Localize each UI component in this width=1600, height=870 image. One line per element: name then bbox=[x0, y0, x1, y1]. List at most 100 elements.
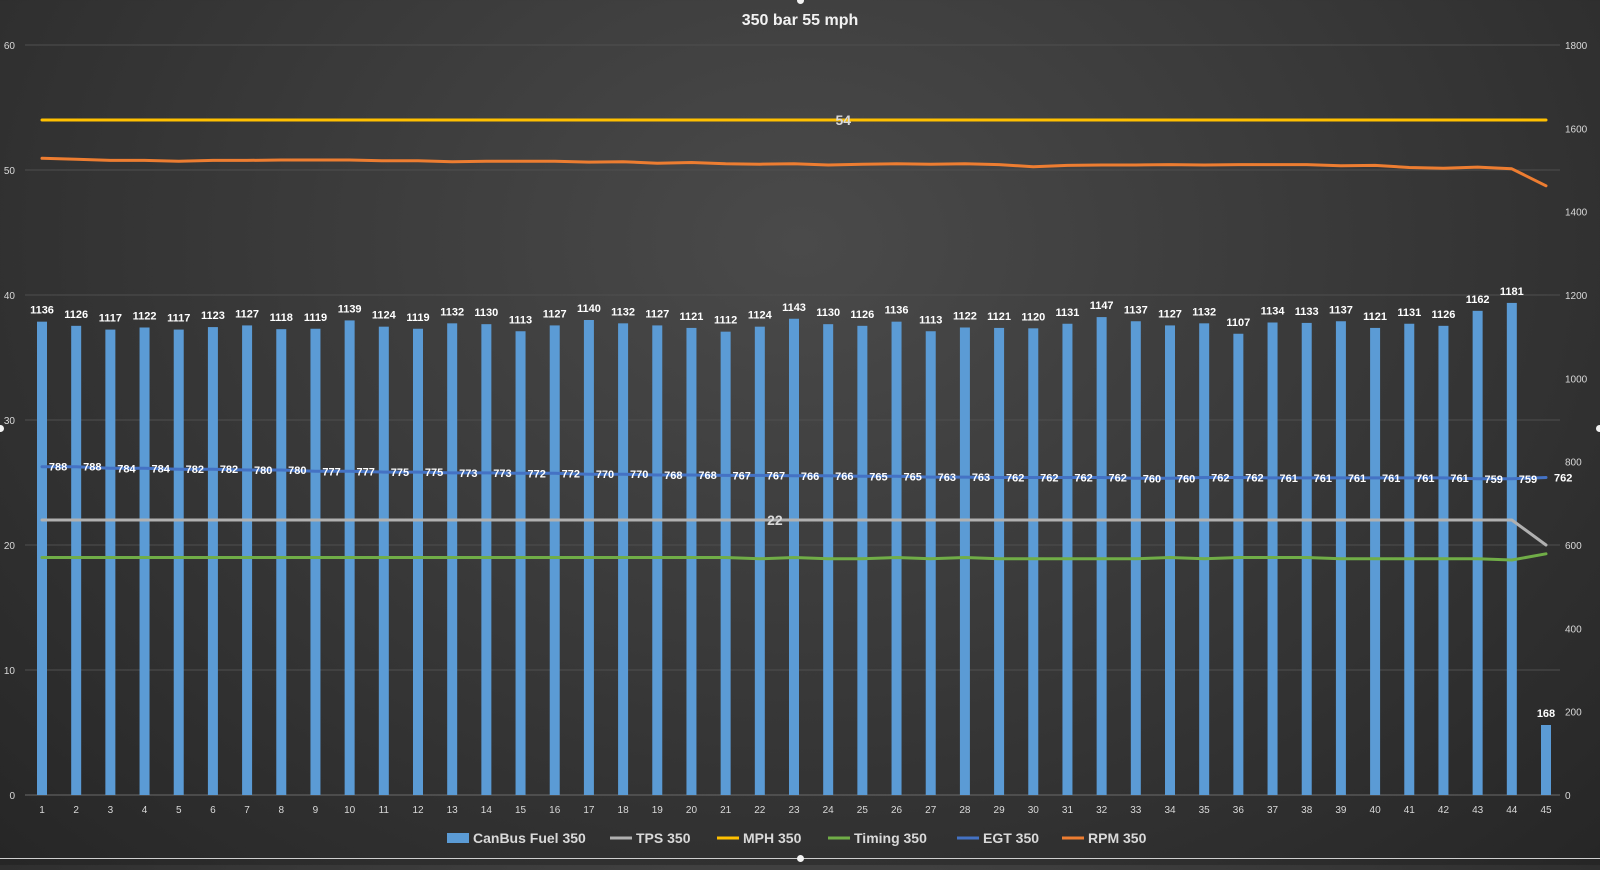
data-label: 1140 bbox=[577, 303, 601, 315]
data-label: 1120 bbox=[1021, 311, 1045, 323]
x-axis-tick-label: 16 bbox=[549, 805, 561, 816]
left-axis-tick-label: 10 bbox=[4, 666, 16, 677]
chart-title: 350 bar 55 mph bbox=[742, 12, 859, 29]
bar bbox=[959, 327, 970, 795]
data-label: 1147 bbox=[1090, 300, 1114, 312]
data-label: 1124 bbox=[372, 310, 397, 322]
x-axis-tick-label: 39 bbox=[1335, 805, 1347, 816]
bar bbox=[857, 325, 868, 795]
data-label: 1113 bbox=[509, 314, 532, 326]
left-axis-tick-label: 30 bbox=[4, 416, 16, 427]
x-axis-tick-label: 17 bbox=[583, 805, 595, 816]
bar bbox=[139, 327, 150, 795]
data-label: 761 bbox=[1348, 473, 1366, 485]
x-axis-tick-label: 1 bbox=[39, 805, 45, 816]
right-axis-tick-label: 1200 bbox=[1565, 291, 1588, 302]
legend-swatch bbox=[447, 833, 469, 843]
x-axis-tick-label: 23 bbox=[788, 805, 800, 816]
x-axis-tick-label: 14 bbox=[481, 805, 493, 816]
data-label: 762 bbox=[1040, 473, 1058, 485]
data-label: 1132 bbox=[440, 306, 464, 318]
resize-handle-left[interactable] bbox=[0, 425, 4, 432]
data-label: 777 bbox=[357, 466, 375, 478]
data-label: 780 bbox=[254, 465, 272, 477]
data-label: 768 bbox=[698, 470, 716, 482]
right-axis-tick-label: 800 bbox=[1565, 458, 1582, 469]
x-axis-tick-label: 12 bbox=[412, 805, 424, 816]
bar bbox=[754, 326, 765, 795]
bar bbox=[994, 327, 1005, 795]
x-axis-tick-label: 32 bbox=[1096, 805, 1108, 816]
data-label: 767 bbox=[733, 470, 751, 482]
bar bbox=[1096, 317, 1107, 795]
bar bbox=[1506, 302, 1517, 795]
x-axis-tick-label: 44 bbox=[1506, 805, 1518, 816]
bar bbox=[413, 328, 423, 795]
x-axis-tick-label: 45 bbox=[1540, 805, 1552, 816]
data-label: 766 bbox=[801, 471, 819, 483]
data-label: 762 bbox=[1074, 473, 1092, 485]
x-axis-tick-label: 30 bbox=[1028, 805, 1040, 816]
data-label: 168 bbox=[1537, 708, 1555, 720]
right-axis-tick-label: 1600 bbox=[1565, 124, 1588, 135]
bar bbox=[481, 324, 492, 795]
right-axis-tick-label: 0 bbox=[1565, 791, 1571, 802]
right-axis-tick-label: 200 bbox=[1565, 708, 1582, 719]
data-label: 1139 bbox=[338, 303, 362, 315]
data-label: 788 bbox=[49, 462, 67, 474]
x-axis-tick-label: 20 bbox=[686, 805, 698, 816]
data-label: 1127 bbox=[235, 308, 259, 320]
x-axis-tick-label: 7 bbox=[244, 805, 250, 816]
left-axis-tick-label: 60 bbox=[4, 41, 16, 52]
data-label: 1134 bbox=[1261, 306, 1286, 318]
x-axis-tick-label: 19 bbox=[652, 805, 664, 816]
series-lines bbox=[40, 118, 1548, 562]
left-axis-tick-label: 40 bbox=[4, 291, 16, 302]
series-line bbox=[40, 552, 1548, 562]
resize-handle-top[interactable] bbox=[797, 0, 804, 4]
x-axis-tick-label: 13 bbox=[447, 805, 459, 816]
data-label: 1123 bbox=[201, 310, 225, 322]
data-label: 760 bbox=[1143, 473, 1161, 485]
legend-label: TPS 350 bbox=[636, 830, 691, 846]
bar bbox=[207, 327, 218, 795]
data-label: 773 bbox=[459, 468, 477, 480]
bar bbox=[515, 331, 526, 795]
data-label: 1130 bbox=[474, 307, 498, 319]
resize-handle-right[interactable] bbox=[1596, 425, 1600, 432]
data-label: 1136 bbox=[30, 305, 54, 317]
data-label: 772 bbox=[527, 468, 545, 480]
x-axis-tick-label: 29 bbox=[994, 805, 1006, 816]
x-axis-tick-label: 38 bbox=[1301, 805, 1313, 816]
data-label: 762 bbox=[1554, 473, 1572, 485]
bar bbox=[549, 325, 560, 795]
bar bbox=[1541, 725, 1551, 795]
bar bbox=[652, 325, 663, 795]
data-label: 1127 bbox=[645, 308, 669, 320]
resize-handle-bottom[interactable] bbox=[797, 855, 804, 862]
x-axis-tick-label: 8 bbox=[278, 805, 284, 816]
data-label: 22 bbox=[767, 512, 783, 528]
legend-label: CanBus Fuel 350 bbox=[473, 830, 586, 846]
x-axis-tick-label: 24 bbox=[823, 805, 835, 816]
right-axis-tick-label: 600 bbox=[1565, 541, 1582, 552]
data-labels: 1136 1126 1117 1122 1117 1123 1127 1118 1119 1139… bbox=[30, 112, 1572, 720]
bar bbox=[1438, 325, 1449, 795]
bar bbox=[1370, 327, 1381, 795]
bars bbox=[37, 302, 1551, 795]
data-label: 1126 bbox=[1432, 309, 1456, 321]
right-axis-tick-label: 1400 bbox=[1565, 208, 1588, 219]
x-axis-tick-label: 5 bbox=[176, 805, 182, 816]
data-label: 765 bbox=[869, 471, 887, 483]
data-label: 766 bbox=[835, 471, 853, 483]
data-label: 762 bbox=[1006, 473, 1024, 485]
x-axis-tick-label: 4 bbox=[142, 805, 148, 816]
data-label: 1133 bbox=[1295, 306, 1319, 318]
data-label: 788 bbox=[83, 462, 101, 474]
data-label: 1121 bbox=[680, 311, 704, 323]
data-label: 1127 bbox=[543, 308, 567, 320]
bar bbox=[105, 329, 116, 795]
x-axis-tick-label: 9 bbox=[313, 805, 319, 816]
